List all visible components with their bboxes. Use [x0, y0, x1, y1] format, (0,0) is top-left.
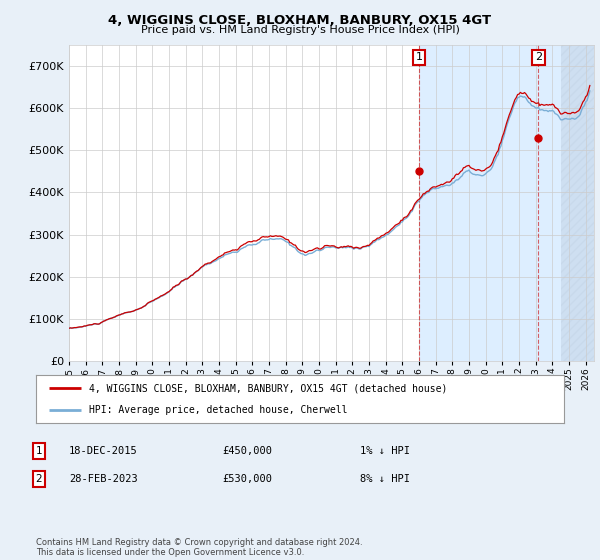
Text: 1: 1 — [415, 53, 422, 63]
Text: 2: 2 — [35, 474, 43, 484]
Text: 1% ↓ HPI: 1% ↓ HPI — [360, 446, 410, 456]
Text: HPI: Average price, detached house, Cherwell: HPI: Average price, detached house, Cher… — [89, 405, 347, 415]
Text: 28-FEB-2023: 28-FEB-2023 — [69, 474, 138, 484]
Text: Contains HM Land Registry data © Crown copyright and database right 2024.
This d: Contains HM Land Registry data © Crown c… — [36, 538, 362, 557]
Text: 2: 2 — [535, 53, 542, 63]
Text: 8% ↓ HPI: 8% ↓ HPI — [360, 474, 410, 484]
Text: 1: 1 — [35, 446, 43, 456]
Bar — [560, 45, 600, 361]
Text: £530,000: £530,000 — [222, 474, 272, 484]
Text: 4, WIGGINS CLOSE, BLOXHAM, BANBURY, OX15 4GT (detached house): 4, WIGGINS CLOSE, BLOXHAM, BANBURY, OX15… — [89, 383, 447, 393]
Text: 4, WIGGINS CLOSE, BLOXHAM, BANBURY, OX15 4GT: 4, WIGGINS CLOSE, BLOXHAM, BANBURY, OX15… — [109, 14, 491, 27]
Text: £450,000: £450,000 — [222, 446, 272, 456]
Text: Price paid vs. HM Land Registry's House Price Index (HPI): Price paid vs. HM Land Registry's House … — [140, 25, 460, 35]
Bar — [419, 45, 600, 361]
Text: 18-DEC-2015: 18-DEC-2015 — [69, 446, 138, 456]
